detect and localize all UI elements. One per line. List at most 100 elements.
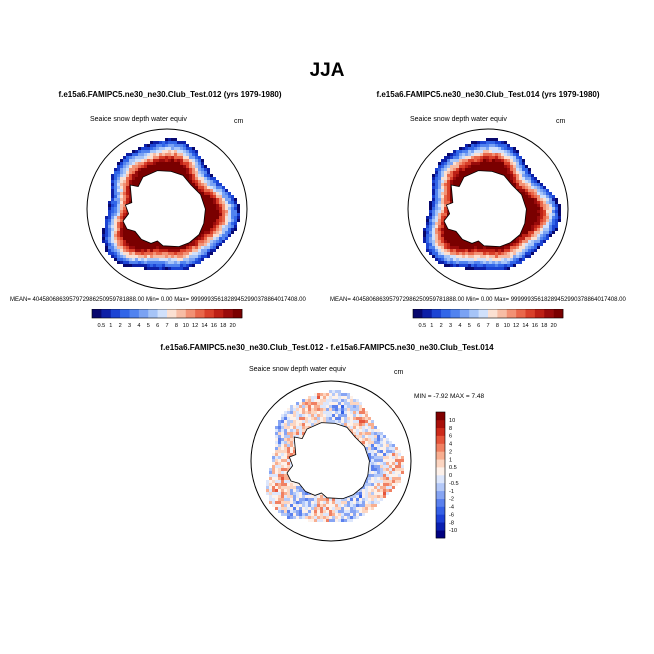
panel-3-diff-field <box>266 390 404 522</box>
colorbar-tick-label: 6 <box>449 434 452 440</box>
panel-2-mean-value: 4045806863957972986250959781888.00 <box>352 297 465 303</box>
colorbar-swatch <box>534 309 545 318</box>
colorbar-tick-label: 1 <box>430 323 433 329</box>
colorbar-swatch <box>185 309 196 318</box>
colorbar-tick-label: -0.5 <box>449 481 459 487</box>
panel-3-colorbar: -10 -8 -6-4 -2 -1 -0.5 0 0.5 1 24 6 8 10 <box>435 411 459 539</box>
colorbar-swatch <box>436 530 445 539</box>
colorbar-tick-label: 1 <box>109 323 112 329</box>
colorbar-swatch <box>553 309 564 318</box>
panel-1-polar-map <box>86 128 248 290</box>
colorbar-tick-label: 8 <box>175 323 178 329</box>
colorbar-tick-label: 0.5 <box>418 323 426 329</box>
colorbar-swatch <box>436 475 445 484</box>
colorbar-swatch <box>176 309 187 318</box>
panel-3-polar-map <box>250 380 412 542</box>
panel-1-snow-field <box>102 138 240 270</box>
colorbar-tick-label: 10 <box>449 418 455 424</box>
colorbar-swatch <box>516 309 526 318</box>
colorbar-swatch <box>436 522 445 531</box>
panel-1-min-label: Min= <box>145 297 160 303</box>
colorbar-swatch <box>223 309 233 318</box>
colorbar-tick-label: 5 <box>147 323 150 329</box>
colorbar-tick-label: 6 <box>156 323 159 329</box>
panel-2-polar-map <box>407 128 569 290</box>
panel-1-min-value: 0.00 <box>160 297 173 303</box>
colorbar-swatch <box>436 435 445 444</box>
panel-1-max-label: Max= <box>174 297 190 303</box>
colorbar-tick-label: 14 <box>522 323 528 329</box>
colorbar-swatch <box>431 309 442 318</box>
panel-1-title: f.e15a6.FAMIPC5.ne30_ne30.Club_Test.012 … <box>58 90 282 99</box>
panel-2-variable: Seaice snow depth water equiv <box>410 116 507 123</box>
panel-2-stats: MEAN= 4045806863957972986250959781888.00… <box>330 297 626 303</box>
colorbar-swatch <box>469 309 479 318</box>
colorbar-swatch <box>129 309 140 318</box>
colorbar-tick-label: -8 <box>449 520 454 526</box>
colorbar-swatch <box>436 467 445 476</box>
colorbar-swatch <box>506 309 517 318</box>
colorbar-swatch <box>436 451 445 460</box>
colorbar-swatch <box>436 490 445 499</box>
colorbar-tick-label: 0 <box>449 473 452 479</box>
colorbar-tick-label: 5 <box>468 323 471 329</box>
antarctica-landmass <box>122 170 206 248</box>
colorbar-swatch <box>441 309 451 318</box>
colorbar-swatch <box>544 309 554 318</box>
colorbar-swatch <box>436 459 445 468</box>
colorbar-tick-label: 10 <box>183 323 189 329</box>
antarctica-landmass <box>286 422 370 500</box>
colorbar-tick-label: 6 <box>477 323 480 329</box>
colorbar-swatch <box>436 514 445 523</box>
colorbar-swatch <box>167 309 177 318</box>
panel-1-colorbar: 0.5 1 2 3 4 5 6 7 8 10 12 14 16 18 20 <box>91 309 243 329</box>
colorbar-swatch <box>436 412 445 421</box>
panel-2-units: cm <box>556 118 566 125</box>
panel-2-title: f.e15a6.FAMIPC5.ne30_ne30.Club_Test.014 … <box>376 90 600 99</box>
panel-2-colorbar: 0.5 1 2 3 4 5 6 7 8 10 12 14 16 18 20 <box>412 309 564 329</box>
panel-3-variable: Seaice snow depth water equiv <box>249 366 346 373</box>
colorbar-swatch <box>195 309 205 318</box>
colorbar-tick-label: 2 <box>119 323 122 329</box>
colorbar-tick-label: 8 <box>449 426 452 432</box>
panel-2-mean-label: MEAN= <box>330 297 351 303</box>
colorbar-tick-label: -10 <box>449 528 457 534</box>
colorbar-swatch <box>138 309 149 318</box>
colorbar-tick-label: -6 <box>449 512 454 518</box>
colorbar-swatch <box>101 309 112 318</box>
colorbar-swatch <box>157 309 168 318</box>
colorbar-tick-label: -4 <box>449 505 454 511</box>
colorbar-swatch <box>478 309 489 318</box>
panel-2-min-value: 0.00 <box>480 297 493 303</box>
colorbar-swatch <box>436 482 445 492</box>
colorbar-swatch <box>213 309 224 318</box>
colorbar-tick-label: 4 <box>137 323 140 329</box>
panel-1-stats: MEAN= 4045806863957972986250959781888.00… <box>10 297 306 303</box>
page-title: JJA <box>309 60 345 81</box>
panel-3-max-label: MAX = <box>449 393 470 400</box>
antarctica-landmass <box>443 170 527 248</box>
panel-3-stats: MIN = -7.92 MAX = 7.48 <box>414 393 484 400</box>
panel-3-units: cm <box>394 369 404 376</box>
colorbar-tick-label: 3 <box>128 323 131 329</box>
colorbar-tick-label: 8 <box>496 323 499 329</box>
colorbar-swatch <box>436 427 445 436</box>
panel-3-title: f.e15a6.FAMIPC5.ne30_ne30.Club_Test.012 … <box>160 343 494 352</box>
colorbar-tick-label: 14 <box>201 323 207 329</box>
colorbar-swatch <box>436 419 445 429</box>
panel-1-max-value: 99999935618289452990378864017408.00 <box>190 297 306 303</box>
panel-1-variable: Seaice snow depth water equiv <box>90 116 187 123</box>
colorbar-swatch <box>120 309 130 318</box>
panel-2-max-value: 99999935618289452990378864017408.00 <box>510 297 626 303</box>
colorbar-tick-label: 7 <box>165 323 168 329</box>
colorbar-tick-label: 4 <box>458 323 461 329</box>
colorbar-swatch <box>525 309 536 318</box>
colorbar-swatch <box>436 506 445 515</box>
colorbar-tick-label: 12 <box>513 323 519 329</box>
panel-1-mean-value: 4045806863957972986250959781888.00 <box>32 297 145 303</box>
colorbar-tick-label: 2 <box>440 323 443 329</box>
colorbar-tick-label: 20 <box>230 323 236 329</box>
colorbar-tick-label: 7 <box>486 323 489 329</box>
colorbar-swatch <box>488 309 498 318</box>
colorbar-tick-label: 3 <box>449 323 452 329</box>
